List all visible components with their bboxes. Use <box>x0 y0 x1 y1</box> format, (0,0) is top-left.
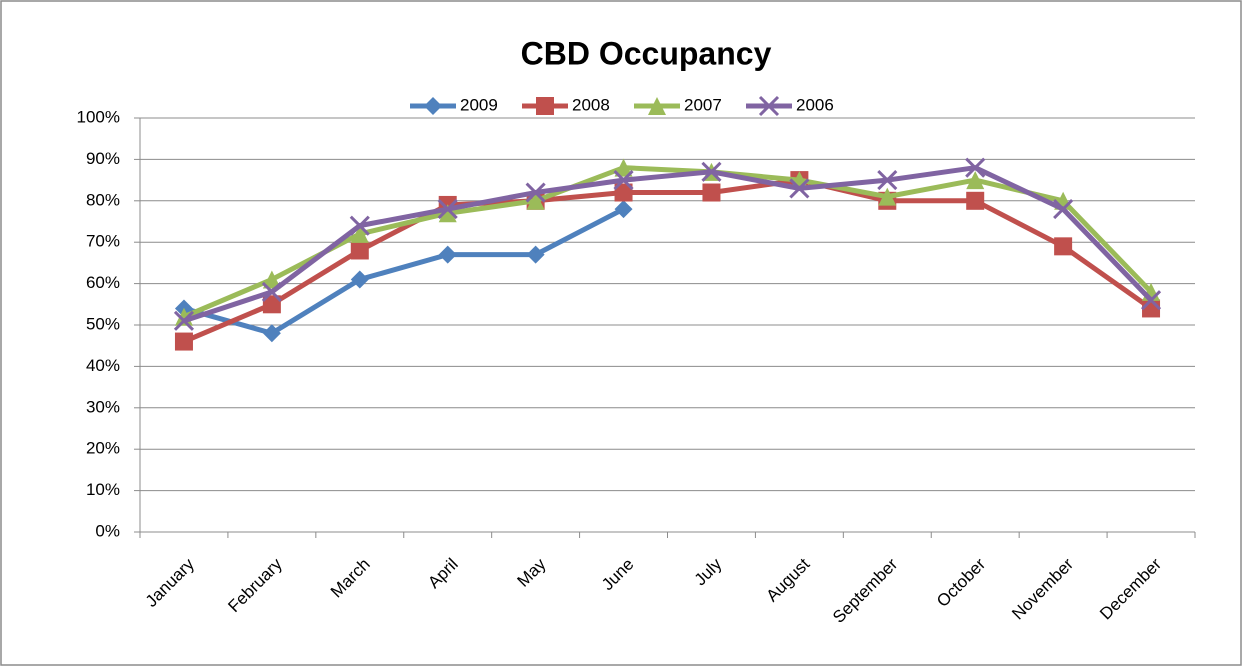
y-tick-label: 60% <box>86 273 120 292</box>
data-point <box>173 310 195 331</box>
data-point <box>789 178 810 199</box>
data-point <box>1054 237 1073 256</box>
chart-title: CBD Occupancy <box>521 35 772 71</box>
y-tick-label: 80% <box>86 190 120 209</box>
series-line <box>183 165 1153 324</box>
data-point <box>526 245 545 264</box>
data-point <box>350 224 369 243</box>
y-tick-label: 50% <box>86 314 120 333</box>
data-point <box>262 270 281 289</box>
y-tick-label: 100% <box>77 107 120 126</box>
data-point <box>702 183 721 202</box>
data-point <box>174 332 193 351</box>
data-point <box>349 215 370 236</box>
y-tick-label: 0% <box>95 521 120 540</box>
data-point <box>438 245 457 264</box>
series-line <box>182 165 1153 320</box>
legend-marker <box>536 97 554 115</box>
y-tick-label: 40% <box>86 356 120 375</box>
data-point <box>1140 290 1162 311</box>
data-point <box>1053 199 1074 220</box>
series-line <box>182 177 1153 344</box>
data-point <box>614 183 633 202</box>
data-point <box>437 199 458 220</box>
data-point <box>613 170 634 191</box>
series-line <box>183 206 625 336</box>
legend-label: 2006 <box>796 95 834 114</box>
y-tick-label: 70% <box>86 232 120 251</box>
data-point <box>262 324 281 343</box>
data-point <box>350 270 369 289</box>
data-point <box>965 157 986 178</box>
y-tick-label: 10% <box>86 480 120 499</box>
y-tick-label: 30% <box>86 397 120 416</box>
legend-marker <box>424 97 442 115</box>
y-tick-label: 90% <box>86 149 120 168</box>
data-point <box>614 200 633 219</box>
y-tick-label: 20% <box>86 439 120 458</box>
data-point <box>525 182 546 203</box>
legend-label: 2009 <box>460 95 498 114</box>
data-point <box>701 161 722 182</box>
data-point <box>526 191 545 210</box>
data-point <box>614 158 633 177</box>
data-point <box>438 204 457 223</box>
data-point <box>877 170 898 191</box>
legend-label: 2007 <box>684 95 722 114</box>
legend-marker <box>758 95 780 117</box>
data-point <box>966 191 985 210</box>
data-point <box>878 187 897 206</box>
data-point <box>966 171 985 190</box>
data-point <box>261 281 282 302</box>
data-point <box>350 241 369 260</box>
legend-label: 2008 <box>572 95 610 114</box>
data-point <box>262 295 281 314</box>
legend-marker <box>648 97 666 115</box>
